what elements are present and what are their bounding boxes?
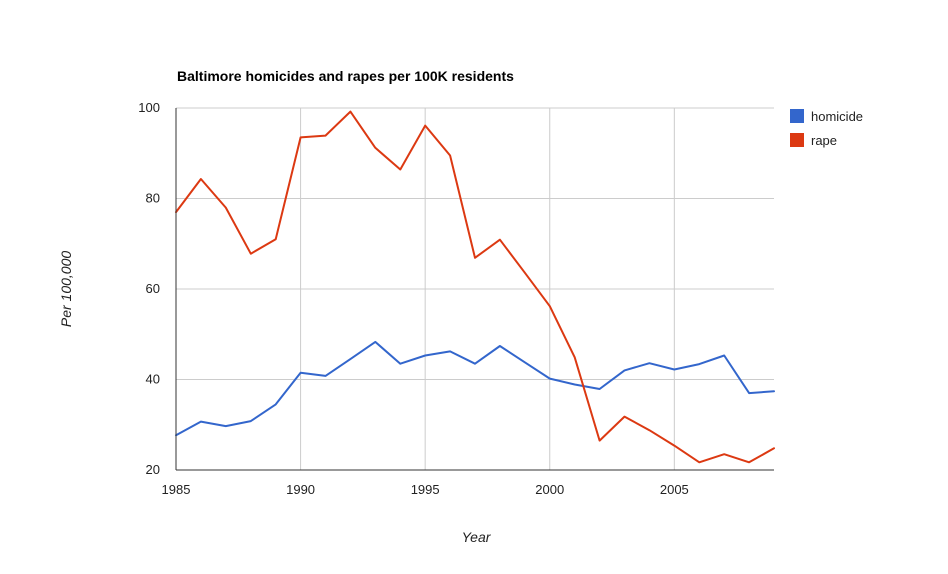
y-tick-label: 100 [138,100,160,115]
series-line-rape [175,110,775,464]
legend[interactable]: homicide rape [790,109,863,148]
x-tick-label: 2000 [535,482,564,497]
chart-title: Baltimore homicides and rapes per 100K r… [177,68,514,84]
legend-item-rape[interactable]: rape [790,133,837,148]
x-axis-title: Year [462,529,492,545]
legend-swatch [790,109,804,123]
legend-swatch [790,133,804,147]
y-tick-label: 40 [146,372,160,387]
x-tick-label: 1985 [162,482,191,497]
y-tick-label: 80 [146,191,160,206]
legend-label: homicide [811,109,863,124]
y-tick-label: 60 [146,281,160,296]
tick-labels: 20 40 60 80 100 1985 1990 1995 2000 2005 [138,100,688,497]
series-line-homicide [175,340,775,437]
y-axis-title: Per 100,000 [58,251,74,327]
grid [176,107,774,470]
x-tick-label: 1995 [411,482,440,497]
x-tick-label: 2005 [660,482,689,497]
axes [175,108,774,471]
x-tick-label: 1990 [286,482,315,497]
legend-label: rape [811,133,837,148]
plot-lines [175,110,775,464]
y-tick-label: 20 [146,462,160,477]
legend-item-homicide[interactable]: homicide [790,109,863,124]
